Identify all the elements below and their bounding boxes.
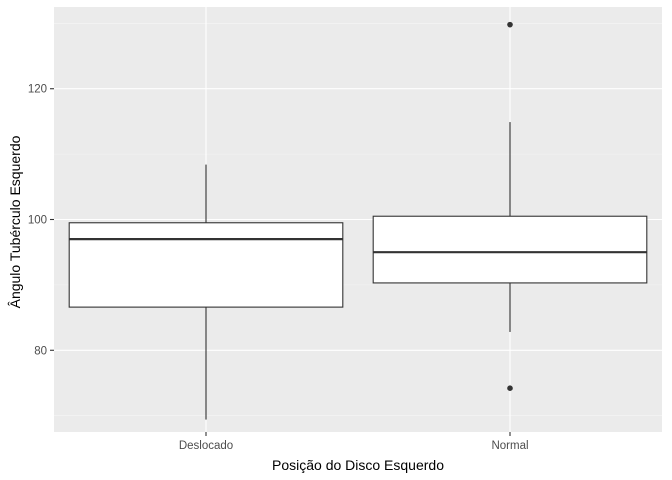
boxes-layer (68, 21, 648, 420)
y-tick-label-100: 100 (28, 215, 47, 227)
x-axis-ticks: Deslocado Normal (179, 432, 529, 452)
box-deslocado (68, 164, 344, 420)
box-normal (372, 21, 648, 391)
x-tick-label-normal: Normal (491, 440, 528, 452)
iqr-box-deslocado (68, 222, 344, 308)
y-axis-title: Ângulo Tubérculo Esquerdo (7, 135, 23, 308)
x-tick-label-deslocado: Deslocado (179, 440, 233, 452)
y-tick-label-120: 120 (28, 84, 47, 96)
iqr-box-normal (372, 215, 648, 284)
y-tick-label-80: 80 (34, 345, 47, 357)
outlier-normal-1 (507, 385, 513, 391)
y-axis-ticks: 80 100 120 (28, 84, 54, 357)
outlier-normal-2 (507, 21, 513, 28)
x-axis-title: Posição do Disco Esquerdo (272, 457, 444, 473)
